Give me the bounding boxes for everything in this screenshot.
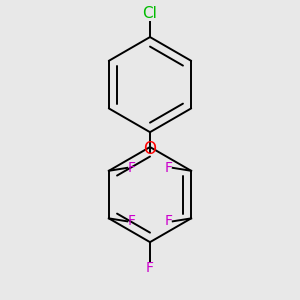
- Text: F: F: [165, 214, 173, 228]
- Text: O: O: [143, 140, 157, 158]
- Text: F: F: [146, 261, 154, 274]
- Text: Cl: Cl: [142, 6, 158, 21]
- Text: F: F: [127, 161, 135, 175]
- Text: F: F: [127, 214, 135, 228]
- Text: F: F: [165, 161, 173, 175]
